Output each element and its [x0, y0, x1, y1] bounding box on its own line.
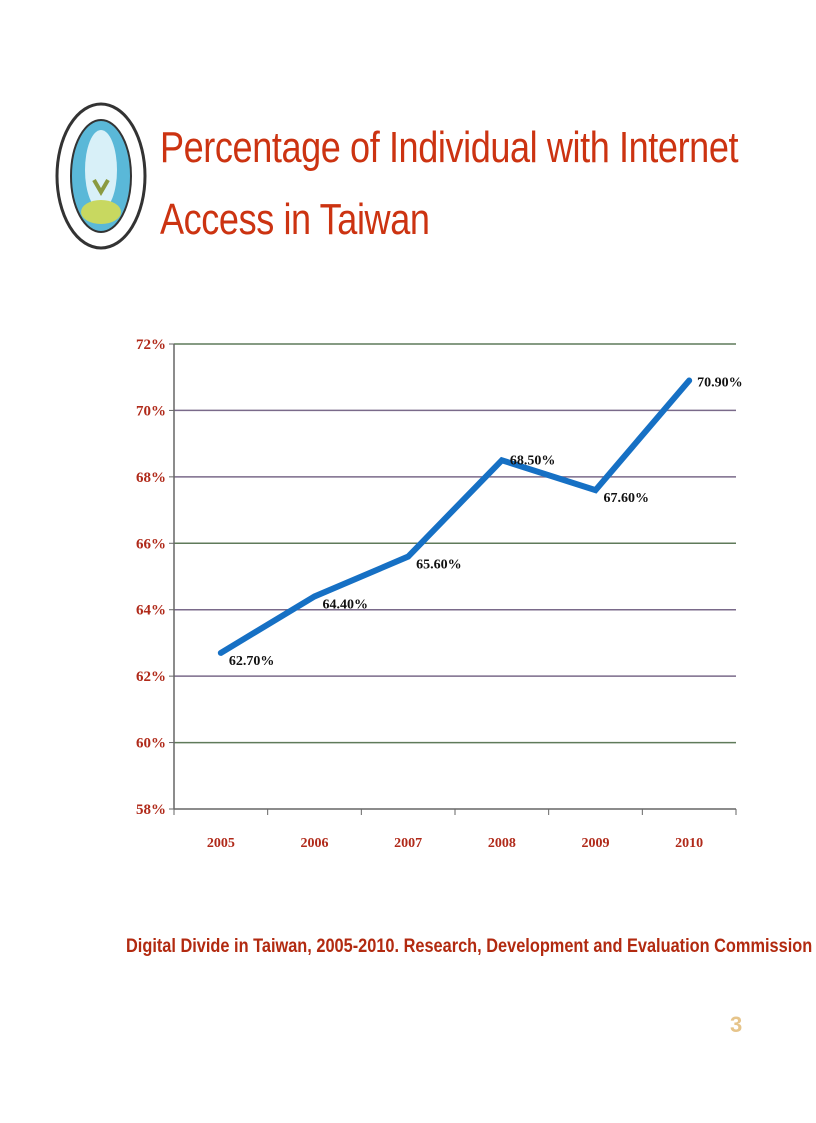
source-caption: Digital Divide in Taiwan, 2005-2010. Res…: [126, 936, 813, 957]
data-point: [219, 651, 222, 654]
x-tick-label: 2006: [301, 836, 329, 851]
data-point: [313, 595, 316, 598]
data-label: 65.60%: [416, 558, 462, 573]
y-tick-label: 62%: [136, 669, 166, 685]
y-tick-label: 60%: [136, 736, 166, 752]
data-point: [688, 379, 691, 382]
title-line-1: Percentage of Individual with Internet: [160, 123, 739, 172]
data-label: 70.90%: [697, 376, 743, 391]
y-tick-label: 72%: [136, 337, 166, 353]
y-tick-label: 66%: [136, 536, 166, 552]
y-tick-label: 68%: [136, 470, 166, 486]
title-line-2: Access in Taiwan: [160, 195, 430, 244]
data-label: 62.70%: [229, 654, 274, 669]
data-label: 68.50%: [510, 453, 556, 468]
page-title: Percentage of Individual with Internet A…: [160, 112, 739, 256]
data-point: [500, 459, 503, 462]
data-point: [407, 555, 410, 558]
x-tick-label: 2008: [488, 836, 516, 851]
y-tick-label: 58%: [136, 802, 166, 818]
x-tick-label: 2009: [582, 836, 610, 851]
x-tick-label: 2010: [675, 836, 703, 851]
data-point: [594, 489, 597, 492]
data-label: 64.40%: [323, 597, 369, 612]
page-number: 3: [730, 1012, 743, 1037]
series-line: [217, 377, 693, 656]
x-tick-label: 2005: [207, 836, 235, 851]
y-tick-label: 64%: [136, 603, 166, 619]
ministry-of-education-logo: [55, 102, 147, 250]
data-label: 67.60%: [604, 491, 650, 506]
y-tick-label: 70%: [136, 403, 166, 419]
x-tick-label: 2007: [394, 836, 422, 851]
